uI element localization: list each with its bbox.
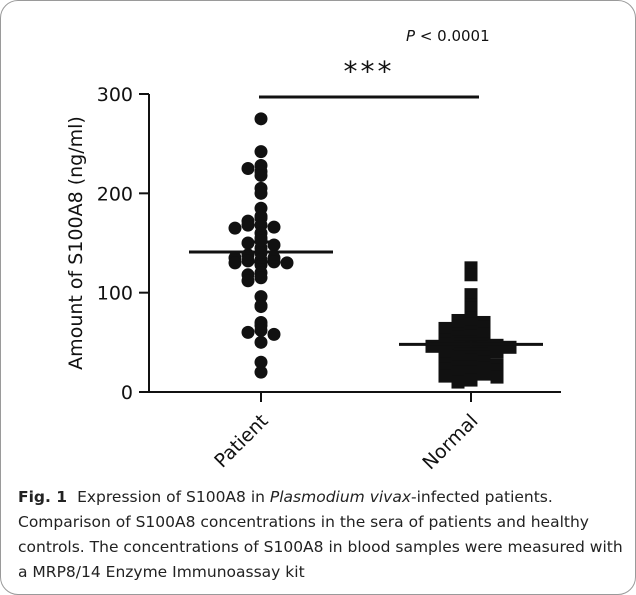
patient-data-point: [254, 271, 268, 285]
normal-data-point: [490, 345, 504, 359]
patient-data-point: [267, 238, 281, 252]
normal-data-point: [451, 365, 465, 379]
x-tick-label: Normal: [418, 410, 482, 474]
normal-data-point: [464, 288, 478, 302]
caption-species: Plasmodium vivax: [269, 488, 412, 506]
figure-caption: Fig. 1 Expression of S100A8 in Plasmodium…: [18, 485, 628, 585]
patient-data-point: [241, 162, 255, 175]
patient-data-point: [267, 327, 281, 341]
patient-data-point: [280, 256, 294, 270]
x-tick-label: Patient: [210, 410, 272, 472]
y-tick-label: 200: [97, 183, 133, 205]
patient-data-point: [254, 300, 268, 314]
normal-data-point: [451, 375, 465, 389]
normal-data-point: [503, 340, 517, 354]
patient-data-point: [267, 220, 281, 234]
patient-data-point: [254, 145, 268, 159]
normal-data-point: [464, 268, 478, 282]
y-tick-label: 0: [121, 382, 133, 404]
patient-data-point: [254, 112, 268, 126]
normal-data-point: [438, 321, 452, 335]
p-value-label: P < 0.0001: [406, 27, 490, 45]
patient-data-point: [228, 221, 242, 235]
caption-text-1: Expression of S100A8 in: [77, 488, 270, 506]
y-tick-label: 300: [97, 84, 133, 106]
y-tick-label: 100: [97, 283, 133, 305]
patient-data-point: [254, 323, 268, 337]
s100a8-chart: 0 100 200 300 Amount of S100A8 (ng/ml) Patien…: [65, 27, 561, 474]
normal-data-point: [425, 339, 439, 353]
normal-data-point: [438, 369, 452, 383]
y-axis-label: Amount of S100A8 (ng/ml): [65, 116, 87, 370]
patient-data-point: [254, 355, 268, 369]
normal-data-point: [464, 301, 478, 315]
caption-label: Fig. 1: [18, 488, 68, 506]
patient-data-point: [254, 290, 268, 304]
patient-data-point: [254, 168, 268, 182]
normal-data-point: [490, 370, 504, 384]
normal-data-point: [438, 345, 452, 359]
patient-data-point: [241, 274, 255, 288]
patient-data-point: [241, 325, 255, 339]
patient-data-point: [254, 335, 268, 349]
normal-data-point: [464, 373, 478, 387]
p-value: < 0.0001: [415, 27, 490, 45]
caption-text-2: -infected patients. Comparison of S100A8…: [18, 488, 623, 581]
p-symbol: P: [406, 27, 416, 45]
patient-data-point: [254, 365, 268, 379]
patient-data-point: [241, 218, 255, 232]
patient-data-point: [254, 186, 268, 200]
normal-data-point: [477, 367, 491, 381]
significance-stars: ***: [344, 55, 395, 88]
patient-data-point: [228, 256, 242, 270]
